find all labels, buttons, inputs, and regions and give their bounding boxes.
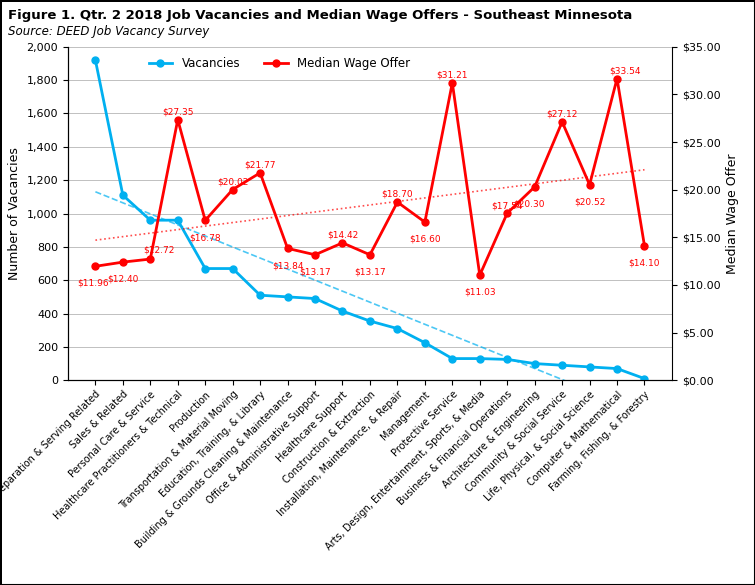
Vacancies xyxy=(310,295,319,302)
Vacancies xyxy=(393,325,402,332)
Median Wage Offer xyxy=(365,252,374,259)
Median Wage Offer xyxy=(91,263,100,270)
Text: $21.77: $21.77 xyxy=(245,161,276,170)
Vacancies xyxy=(448,355,457,362)
Median Wage Offer xyxy=(283,245,292,252)
Vacancies xyxy=(338,308,347,315)
Vacancies xyxy=(530,360,539,367)
Text: $17.54: $17.54 xyxy=(492,201,523,210)
Vacancies xyxy=(146,216,155,223)
Line: Median Wage Offer: Median Wage Offer xyxy=(92,75,648,278)
Median Wage Offer xyxy=(119,259,128,266)
Median Wage Offer xyxy=(448,80,457,87)
Vacancies xyxy=(640,375,649,382)
Vacancies xyxy=(256,292,265,299)
Median Wage Offer xyxy=(228,186,237,193)
Median Wage Offer xyxy=(640,242,649,249)
Text: $13.84: $13.84 xyxy=(272,261,304,270)
Text: $27.35: $27.35 xyxy=(162,108,193,116)
Text: $31.21: $31.21 xyxy=(436,71,468,80)
Y-axis label: Median Wage Offer: Median Wage Offer xyxy=(726,153,739,274)
Median Wage Offer xyxy=(530,183,539,190)
Text: $20.52: $20.52 xyxy=(574,197,606,207)
Vacancies xyxy=(585,363,594,370)
Vacancies xyxy=(283,294,292,301)
Median Wage Offer xyxy=(503,209,512,216)
Text: Figure 1. Qtr. 2 2018 Job Vacancies and Median Wage Offers - Southeast Minnesota: Figure 1. Qtr. 2 2018 Job Vacancies and … xyxy=(8,9,632,22)
Y-axis label: Number of Vacancies: Number of Vacancies xyxy=(8,147,21,280)
Text: $33.54: $33.54 xyxy=(609,67,641,75)
Vacancies xyxy=(475,355,484,362)
Text: $13.17: $13.17 xyxy=(354,267,386,277)
Vacancies xyxy=(365,318,374,325)
Median Wage Offer xyxy=(612,75,621,82)
Text: $27.12: $27.12 xyxy=(547,110,578,119)
Median Wage Offer xyxy=(201,217,210,224)
Vacancies xyxy=(558,362,567,369)
Vacancies xyxy=(228,265,237,272)
Vacancies xyxy=(503,356,512,363)
Median Wage Offer xyxy=(393,198,402,205)
Median Wage Offer xyxy=(338,239,347,246)
Median Wage Offer xyxy=(256,169,265,176)
Text: $18.70: $18.70 xyxy=(381,190,413,199)
Text: $13.17: $13.17 xyxy=(299,267,331,277)
Median Wage Offer xyxy=(475,271,484,278)
Text: $12.40: $12.40 xyxy=(107,275,139,284)
Text: $20.30: $20.30 xyxy=(513,199,545,208)
Vacancies xyxy=(201,265,210,272)
Text: $14.42: $14.42 xyxy=(327,230,358,240)
Line: Vacancies: Vacancies xyxy=(92,57,648,382)
Vacancies xyxy=(119,192,128,199)
Vacancies xyxy=(173,216,182,223)
Text: $11.96: $11.96 xyxy=(77,279,109,288)
Text: $16.78: $16.78 xyxy=(190,233,221,242)
Vacancies xyxy=(421,339,430,346)
Text: $11.03: $11.03 xyxy=(464,288,495,297)
Text: $16.60: $16.60 xyxy=(409,235,441,244)
Median Wage Offer xyxy=(421,219,430,226)
Text: $14.10: $14.10 xyxy=(629,259,660,267)
Text: $12.72: $12.72 xyxy=(143,245,174,254)
Vacancies xyxy=(612,365,621,372)
Median Wage Offer xyxy=(146,256,155,263)
Text: Source: DEED Job Vacancy Survey: Source: DEED Job Vacancy Survey xyxy=(8,25,209,37)
Legend: Vacancies, Median Wage Offer: Vacancies, Median Wage Offer xyxy=(144,53,414,75)
Vacancies xyxy=(91,57,100,64)
Median Wage Offer xyxy=(585,181,594,188)
Median Wage Offer xyxy=(558,118,567,125)
Median Wage Offer xyxy=(173,116,182,123)
Median Wage Offer xyxy=(310,252,319,259)
Text: $20.02: $20.02 xyxy=(217,177,248,187)
